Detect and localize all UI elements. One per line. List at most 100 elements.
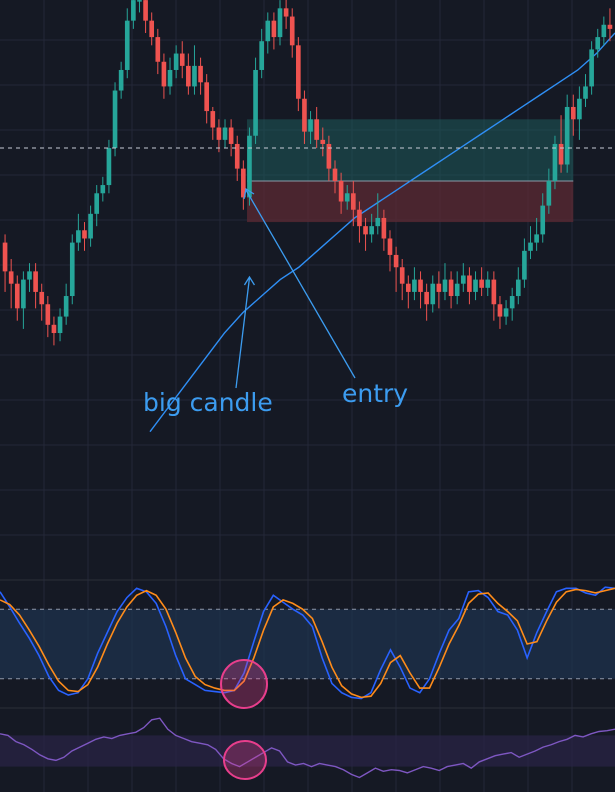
candle-body-26 [161,61,167,87]
candle-body-81 [497,304,503,317]
highlight-marks [220,659,268,780]
candle-body-53 [326,143,332,169]
candle-body-15 [94,193,100,214]
candle-body-3 [21,279,26,309]
candle-body-97 [595,37,601,50]
entry-label: entry [342,379,408,408]
big-candle-arrowhead [243,275,256,286]
entry-arrowhead [243,187,255,200]
candle-body-32 [198,65,203,83]
candle-body-66 [405,283,411,292]
candle-body-31 [192,65,197,87]
candle-body-0 [2,242,8,272]
candle-body-4 [27,271,32,280]
candle-body-99 [607,24,613,29]
candle-body-59 [363,226,368,235]
candle-body-58 [357,209,362,227]
candle-body-48 [296,45,301,99]
stochastic-series-0 [0,586,615,700]
candle-body-84 [515,279,521,297]
candle-body-96 [589,49,594,87]
candle-body-49 [302,98,307,132]
candle-body-2 [14,283,20,309]
candle-body-41 [253,69,258,136]
candle-body-46 [283,8,289,17]
rsi-panel [0,717,615,779]
candle-body-5 [33,271,38,292]
candles-layer [2,0,613,346]
candle-body-68 [418,279,423,292]
candle-body-64 [393,254,399,268]
big-candle-arrow [235,277,251,389]
candle-body-94 [577,98,582,120]
candle-body-73 [448,279,454,297]
candle-body-45 [277,8,283,38]
candle-body-85 [522,250,527,280]
candle-body-62 [381,217,387,239]
profit-zone [247,119,574,181]
candle-body-27 [167,69,173,87]
candle-body-69 [424,291,429,305]
candle-body-67 [412,279,417,292]
candle-body-7 [45,304,51,325]
candle-body-77 [473,279,478,292]
loss-zone [247,180,574,223]
candle-body-42 [259,41,264,70]
stochastic-cross-highlight [220,659,268,709]
candle-body-91 [558,143,564,165]
candle-body-57 [351,193,356,210]
candle-body-50 [308,119,313,132]
candle-body-6 [39,291,45,305]
rsi-band [0,735,615,767]
candle-body-63 [387,238,393,255]
candle-body-18 [112,90,118,149]
candle-body-29 [179,53,185,66]
position-zones[interactable] [247,119,574,223]
candle-body-33 [204,82,210,112]
candle-body-40 [247,135,252,198]
candle-body-43 [265,20,271,42]
candle-body-13 [82,230,87,239]
candle-body-92 [564,106,570,165]
candle-body-47 [289,16,295,46]
candle-body-90 [552,143,558,181]
annotation-arrows [235,187,356,389]
candle-body-12 [76,230,81,243]
candle-body-75 [460,275,466,284]
candle-body-11 [69,242,75,297]
candle-body-24 [149,20,155,38]
candle-body-70 [430,283,436,305]
candle-body-71 [436,283,442,292]
candle-body-21 [131,0,136,21]
candle-body-14 [88,213,93,239]
candle-body-37 [228,127,234,144]
rsi-highlight [223,740,267,780]
candle-body-74 [454,283,460,297]
rsi-line [0,717,615,779]
candle-body-30 [186,65,191,87]
candle-body-79 [485,279,491,288]
candle-body-35 [216,127,222,140]
moving-average-layer [149,32,615,433]
candle-body-56 [344,193,350,202]
candle-body-95 [583,86,588,99]
candle-body-9 [57,316,63,334]
stochastic-panel [0,586,615,700]
candle-body-39 [241,168,246,198]
candle-body-76 [467,275,472,292]
candle-body-22 [137,0,142,2]
candle-body-93 [570,106,576,120]
candle-body-51 [314,119,319,140]
candle-body-34 [210,111,216,128]
candle-body-89 [546,180,552,206]
candle-body-65 [399,267,405,284]
candle-body-23 [143,0,148,21]
candle-body-38 [234,143,240,169]
candle-body-88 [540,205,546,235]
candle-body-10 [63,296,69,317]
candle-body-72 [442,279,448,292]
candle-body-98 [601,24,607,38]
big-candle-label: big candle [143,388,273,417]
